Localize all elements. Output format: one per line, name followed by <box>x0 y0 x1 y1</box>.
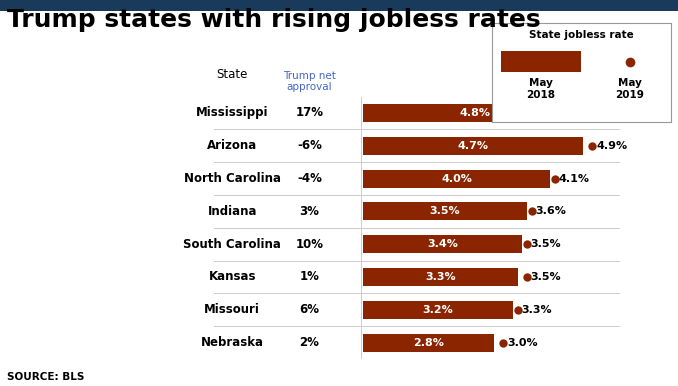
Text: 4.9%: 4.9% <box>596 141 627 151</box>
Text: State: State <box>216 68 248 81</box>
Text: SOURCE: BLS: SOURCE: BLS <box>7 372 84 382</box>
Text: Kansas: Kansas <box>209 271 256 283</box>
Bar <box>363 268 517 286</box>
Text: 4.0%: 4.0% <box>441 174 472 183</box>
Text: 6%: 6% <box>300 303 319 316</box>
Text: Nebraska: Nebraska <box>201 336 264 349</box>
Text: 1%: 1% <box>300 271 319 283</box>
Bar <box>363 235 522 253</box>
Bar <box>363 202 527 220</box>
Text: 3.5%: 3.5% <box>531 272 561 282</box>
Bar <box>363 169 551 188</box>
Text: -4%: -4% <box>297 172 322 185</box>
Text: South Carolina: South Carolina <box>183 238 281 251</box>
Text: 3.5%: 3.5% <box>430 207 460 216</box>
Text: 10%: 10% <box>296 238 323 251</box>
Bar <box>363 301 513 319</box>
Text: 2.8%: 2.8% <box>413 338 444 347</box>
Bar <box>363 137 583 155</box>
Text: 3.4%: 3.4% <box>427 239 458 249</box>
Text: 3.0%: 3.0% <box>507 338 538 347</box>
Text: 3.3%: 3.3% <box>425 272 456 282</box>
Text: Arizona: Arizona <box>207 139 258 152</box>
Bar <box>363 334 494 352</box>
Text: 4.1%: 4.1% <box>559 174 590 183</box>
Bar <box>363 104 588 122</box>
Text: 4.8%: 4.8% <box>460 108 491 118</box>
Text: Trump net
approval: Trump net approval <box>283 71 336 92</box>
Text: Indiana: Indiana <box>207 205 257 218</box>
Text: State jobless rate: State jobless rate <box>529 30 634 40</box>
Text: 3.6%: 3.6% <box>535 207 566 216</box>
Text: May
2019: May 2019 <box>616 78 644 100</box>
Text: 4.7%: 4.7% <box>458 141 489 151</box>
Text: Missouri: Missouri <box>204 303 260 316</box>
Text: 3.5%: 3.5% <box>531 239 561 249</box>
Text: 17%: 17% <box>296 107 323 119</box>
Text: -6%: -6% <box>297 139 322 152</box>
Text: May
2018: May 2018 <box>526 78 555 100</box>
Text: North Carolina: North Carolina <box>184 172 281 185</box>
Bar <box>500 51 581 73</box>
Text: Trump states with rising jobless rates: Trump states with rising jobless rates <box>7 8 540 32</box>
Text: 3.2%: 3.2% <box>422 305 454 315</box>
Text: 3%: 3% <box>300 205 319 218</box>
Text: 2%: 2% <box>300 336 319 349</box>
Text: 5.0%: 5.0% <box>601 108 631 118</box>
Text: Mississippi: Mississippi <box>196 107 268 119</box>
Text: 3.3%: 3.3% <box>521 305 552 315</box>
